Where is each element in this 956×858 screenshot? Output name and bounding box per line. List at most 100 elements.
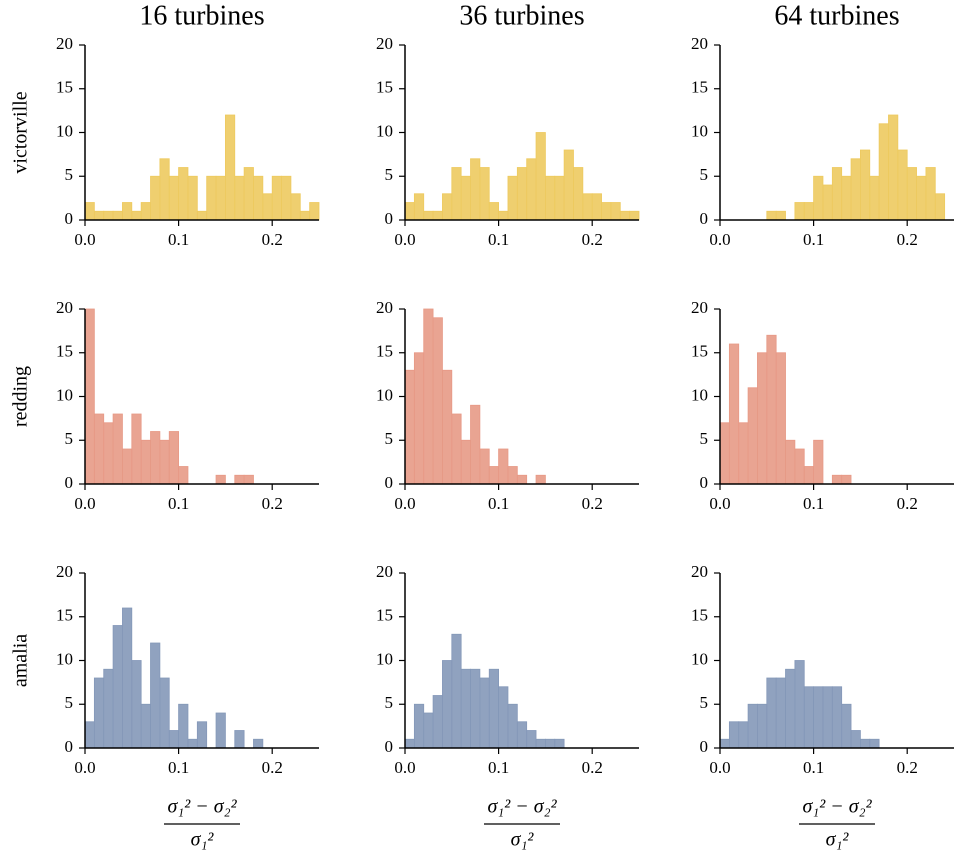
bar <box>299 210 311 221</box>
bar <box>766 334 777 485</box>
x-tick-label: 0.2 <box>262 758 283 777</box>
bar <box>206 175 217 221</box>
bar <box>582 193 593 221</box>
y-tick-label: 5 <box>385 693 394 712</box>
bar <box>150 431 161 485</box>
bar <box>535 132 546 221</box>
bar <box>131 210 142 221</box>
bar <box>813 439 824 485</box>
x-tick-label: 0.0 <box>709 758 730 777</box>
bar <box>757 703 768 749</box>
bar <box>404 369 415 485</box>
bar <box>591 193 602 221</box>
bar <box>526 730 537 749</box>
bar <box>423 210 434 221</box>
y-tick-label: 10 <box>56 649 73 668</box>
x-tick-label: 0.1 <box>488 230 509 249</box>
bar <box>140 439 151 485</box>
bar <box>442 369 453 485</box>
bar <box>831 167 843 221</box>
x-tick-label: 0.0 <box>74 758 95 777</box>
x-label-numerator: σ₁² − σ₂² <box>167 796 237 818</box>
bar <box>479 677 490 749</box>
bar <box>271 175 282 221</box>
bar <box>822 184 833 221</box>
x-tick-label: 0.1 <box>168 494 189 513</box>
x-tick-label: 0.2 <box>897 494 918 513</box>
bar <box>563 149 574 221</box>
bar <box>535 738 546 749</box>
bar <box>122 202 133 221</box>
bar <box>934 193 946 221</box>
bar <box>803 466 814 485</box>
bar <box>150 642 161 749</box>
bar <box>794 202 805 221</box>
x-label-denominator: σ₁² <box>826 829 850 851</box>
bar <box>507 466 518 485</box>
x-tick-label: 0.0 <box>394 758 415 777</box>
y-tick-label: 5 <box>65 165 74 184</box>
bar <box>516 167 528 221</box>
bar <box>460 439 471 485</box>
bar <box>404 202 415 221</box>
y-tick-label: 20 <box>691 562 708 581</box>
bar <box>757 352 768 485</box>
bar <box>159 677 170 749</box>
bar <box>747 387 758 485</box>
y-tick-label: 0 <box>385 209 394 228</box>
y-tick-label: 20 <box>56 34 73 53</box>
y-tick-label: 15 <box>56 342 73 361</box>
bar <box>168 730 180 749</box>
x-tick-label: 0.1 <box>168 230 189 249</box>
y-tick-label: 5 <box>700 165 709 184</box>
bar <box>215 712 226 749</box>
bar <box>813 686 824 749</box>
bar <box>470 158 481 221</box>
y-tick-label: 15 <box>56 78 73 97</box>
bar <box>479 167 490 221</box>
y-tick-label: 15 <box>691 606 708 625</box>
bar <box>850 730 861 749</box>
bar <box>498 448 509 485</box>
y-tick-label: 10 <box>56 385 73 404</box>
x-tick-label: 0.2 <box>897 230 918 249</box>
bar <box>775 352 786 485</box>
bar <box>498 210 509 221</box>
bar <box>785 668 796 749</box>
y-tick-label: 0 <box>385 473 394 492</box>
column-title: 36 turbines <box>459 0 584 31</box>
bar <box>243 474 254 485</box>
bar <box>728 721 740 749</box>
bar <box>187 738 198 749</box>
y-tick-label: 10 <box>376 121 393 140</box>
bar <box>432 695 443 749</box>
bar <box>432 317 443 485</box>
y-tick-label: 20 <box>376 34 393 53</box>
bar <box>888 114 899 221</box>
bar <box>925 167 936 221</box>
bar <box>554 738 565 749</box>
y-tick-label: 10 <box>691 649 708 668</box>
bar <box>775 210 786 221</box>
y-tick-label: 20 <box>56 562 73 581</box>
bar <box>103 668 114 749</box>
bar <box>803 686 814 749</box>
bar <box>775 677 786 749</box>
row-label: redding <box>10 366 32 427</box>
bar <box>460 175 471 221</box>
x-tick-label: 0.0 <box>74 494 95 513</box>
bar <box>168 175 180 221</box>
bar <box>803 202 814 221</box>
bar <box>470 668 481 749</box>
y-tick-label: 15 <box>376 606 393 625</box>
bar <box>131 413 142 485</box>
bar <box>629 210 640 221</box>
bar <box>234 474 245 485</box>
y-tick-label: 15 <box>691 342 708 361</box>
bar <box>841 474 852 485</box>
bar <box>785 439 796 485</box>
row-label: amalia <box>10 634 32 687</box>
row-label: victorville <box>10 91 32 173</box>
bar <box>822 686 833 749</box>
x-label-numerator: σ₁² − σ₂² <box>802 796 872 818</box>
